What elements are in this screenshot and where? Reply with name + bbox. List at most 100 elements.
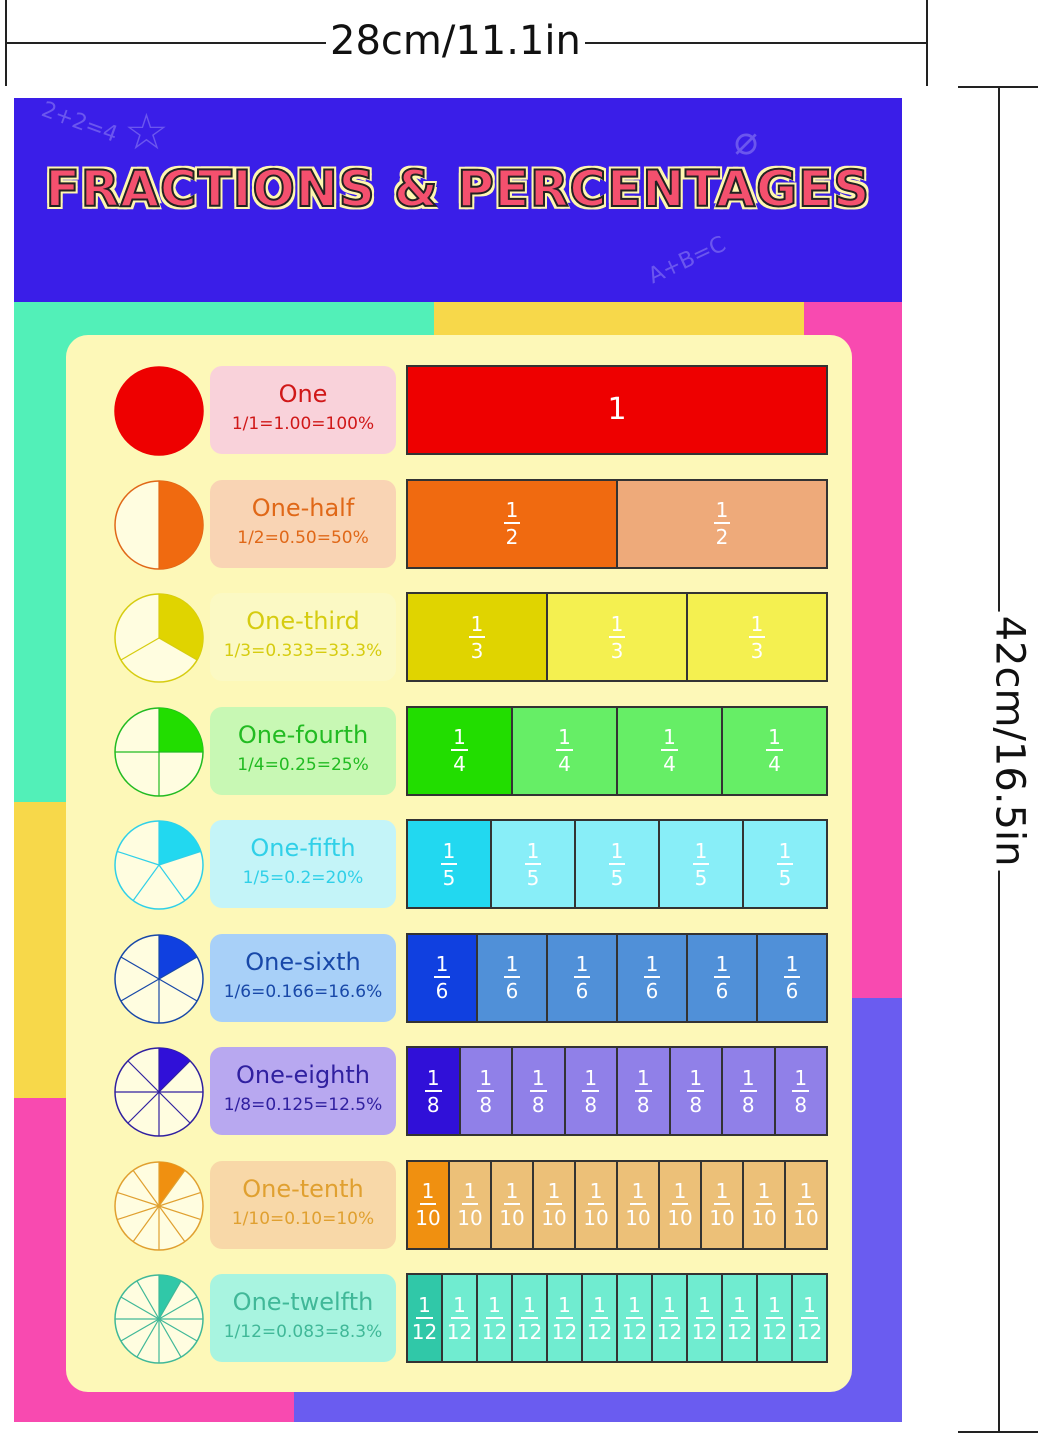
width-dimension-label: 28cm/11.1in — [326, 18, 585, 64]
pie-divider — [158, 637, 198, 661]
segment-numerator: 1 — [797, 1179, 815, 1205]
segment-denominator: 12 — [551, 1319, 578, 1344]
pie-divider — [132, 1169, 160, 1206]
segment-numerator: 1 — [424, 1065, 442, 1092]
fraction-name: One-tenth — [242, 1174, 364, 1203]
pie-divider — [158, 850, 202, 866]
fraction-pie-icon — [114, 1047, 204, 1137]
segment-denominator: 10 — [751, 1206, 777, 1230]
pie-divider — [132, 1205, 160, 1242]
segment-numerator: 1 — [419, 1179, 437, 1205]
segment-numerator: 1 — [468, 611, 486, 638]
fraction-equation: 1/8=0.125=12.5% — [223, 1095, 383, 1115]
segment-denominator: 8 — [426, 1092, 440, 1117]
segment-denominator: 10 — [499, 1206, 525, 1230]
segment-numerator: 1 — [486, 1292, 503, 1319]
segment-denominator: 5 — [778, 865, 792, 890]
segment-denominator: 4 — [768, 752, 781, 776]
fraction-name: One-fourth — [237, 720, 369, 749]
segment-numerator: 1 — [766, 1292, 783, 1319]
segment-denominator: 12 — [516, 1319, 543, 1344]
segment-denominator: 5 — [442, 865, 456, 890]
fraction-label-box: One 1/1=1.00=100% — [210, 366, 396, 454]
segment-numerator: 1 — [696, 1292, 713, 1319]
fraction-bar-segment: 1 10 — [532, 1161, 574, 1248]
segment-denominator: 8 — [794, 1092, 808, 1117]
segment-numerator: 1 — [739, 1065, 757, 1092]
pie-slice-highlight — [159, 821, 201, 865]
fraction-bar-segment: 1 10 — [408, 1161, 448, 1248]
segment-denominator: 12 — [761, 1319, 788, 1344]
segment-numerator: 1 — [545, 1179, 563, 1205]
segment-numerator: 1 — [477, 1065, 495, 1092]
height-dimension-tick-bottom — [958, 1431, 1038, 1433]
segment-numerator: 1 — [587, 1179, 605, 1205]
pie-slice-highlight — [159, 1161, 185, 1206]
glasses-icon: ⌀ — [734, 118, 759, 164]
fraction-bar-segment: 1 12 — [546, 1275, 581, 1361]
fraction-row: One-sixth 1/6=0.166=16.6% 1 6 1 6 1 6 1 6 1 6 1 6 — [66, 932, 852, 1024]
fraction-name: One-eighth — [235, 1061, 371, 1089]
fraction-row: One-fifth 1/5=0.2=20% 1 5 1 5 1 5 1 5 1 5 — [66, 819, 852, 910]
segment-denominator: 10 — [415, 1206, 441, 1230]
fraction-bar-segment: 1 12 — [476, 1275, 511, 1361]
fraction-row: One-twelfth 1/12=0.083=8.3% 1 12 1 12 1 12 1 12 1 1… — [66, 1273, 852, 1364]
pie-slice-highlight — [159, 1048, 191, 1092]
segment-numerator: 1 — [582, 1065, 600, 1092]
fraction-equation: 1/10=0.10=10% — [231, 1208, 375, 1229]
doodle-text: 2+2=4 — [38, 98, 121, 148]
pie-divider — [158, 977, 198, 1002]
fraction-bar: 1 — [406, 365, 828, 455]
fraction-bar-segment: 1 12 — [441, 1275, 476, 1361]
fraction-equation: 1/6=0.166=16.6% — [223, 981, 383, 1002]
pie-slice-highlight — [159, 594, 203, 660]
purple-bottom-blob — [294, 1392, 902, 1422]
segment-numerator: 1 — [503, 498, 521, 524]
fraction-pie-icon — [114, 820, 204, 910]
segment-numerator: 1 — [801, 1292, 818, 1319]
fraction-bar-segment: 1 10 — [448, 1161, 490, 1248]
fraction-bar-segment: 1 10 — [574, 1161, 616, 1248]
segment-denominator: 10 — [793, 1206, 819, 1230]
pie-slice-highlight — [159, 707, 203, 752]
fraction-row: One-fourth 1/4=0.25=25% 1 4 1 4 1 4 1 4 — [66, 705, 852, 797]
segment-denominator: 5 — [610, 865, 624, 890]
fraction-bar-segment: 1 12 — [616, 1275, 651, 1361]
fraction-bar-segment: 1 12 — [651, 1275, 686, 1361]
segment-numerator: 1 — [713, 1179, 731, 1205]
pie-divider — [158, 1060, 191, 1093]
pie-divider — [158, 1318, 182, 1358]
segment-numerator: 1 — [451, 725, 468, 751]
pie-divider — [158, 955, 198, 980]
segment-denominator: 2 — [505, 525, 519, 549]
pie-divider — [158, 1204, 202, 1220]
segment-numerator: 1 — [556, 1292, 573, 1319]
fraction-bar-segment: 1 12 — [581, 1275, 616, 1361]
segment-numerator: 1 — [503, 952, 521, 978]
segment-denominator: 12 — [446, 1319, 473, 1344]
fraction-row: One 1/1=1.00=100% 1 — [66, 365, 852, 456]
segment-denominator: 12 — [411, 1319, 438, 1344]
segment-denominator: 5 — [694, 865, 708, 890]
pie-divider — [158, 1296, 198, 1320]
fraction-equation: 1/3=0.333=33.3% — [223, 641, 383, 661]
fraction-name: One-twelfth — [232, 1288, 374, 1316]
fraction-pie-icon — [114, 1274, 204, 1364]
segment-numerator: 1 — [783, 952, 801, 978]
pie-divider — [158, 1280, 182, 1320]
pie-divider — [120, 637, 160, 661]
fraction-bar-segment: 1 12 — [721, 1275, 756, 1361]
segment-denominator: 8 — [689, 1092, 703, 1117]
